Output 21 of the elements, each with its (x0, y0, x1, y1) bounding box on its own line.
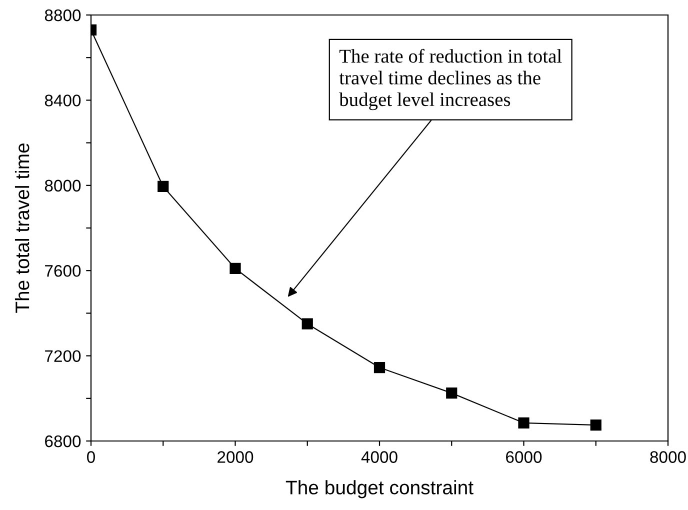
point (590, 419, 602, 431)
point (230, 262, 241, 274)
y-tick-label: 7600 (45, 265, 81, 277)
y-tick-label: 6800 (45, 435, 81, 448)
y-tick-label: 8800 (44, 9, 81, 22)
point (446, 388, 458, 399)
y-tick-label: 8000 (44, 180, 81, 192)
x-tick-label: 2000 (218, 451, 254, 463)
x-tick-label: 8000 (650, 451, 686, 463)
y-tick-label: 8400 (44, 94, 81, 106)
point (518, 417, 530, 428)
point (374, 362, 386, 374)
y-tick-label: 7200 (45, 350, 81, 362)
x-tick-label: 6000 (506, 451, 542, 463)
point (302, 318, 313, 330)
x-tick-label: 4000 (361, 451, 398, 463)
point (158, 180, 169, 192)
annotation: The rate of reduction in total travel time declines as the budget level increases (339, 48, 562, 110)
x-tick-label: 0 (87, 451, 95, 463)
y-axis-title: The total travel time (14, 143, 30, 313)
x-axis-title: The budget constraint (286, 480, 474, 498)
